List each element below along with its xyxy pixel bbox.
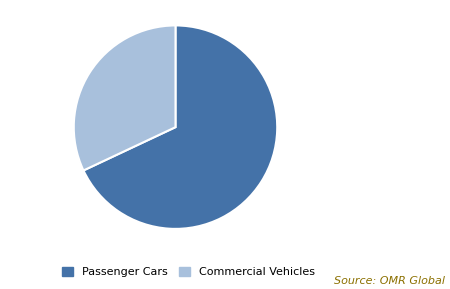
Legend: Passenger Cars, Commercial Vehicles: Passenger Cars, Commercial Vehicles bbox=[57, 263, 319, 282]
Text: Source: OMR Global: Source: OMR Global bbox=[334, 276, 446, 286]
Wedge shape bbox=[83, 25, 277, 229]
Wedge shape bbox=[74, 25, 176, 171]
